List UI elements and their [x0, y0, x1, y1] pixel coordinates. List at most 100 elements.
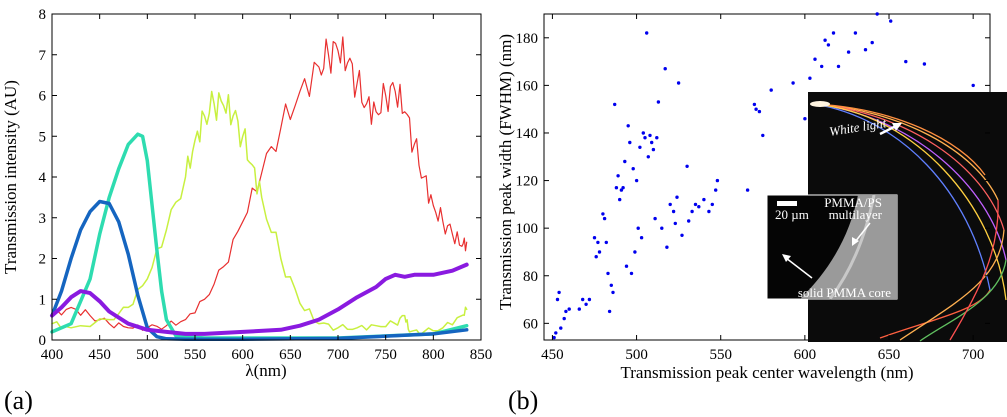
chart-b-scatter-point	[656, 100, 661, 104]
chart-a-series-line-0	[50, 199, 469, 341]
chart-b-scatter-point	[846, 50, 851, 54]
chart-b-scatter-point	[616, 174, 620, 178]
chart-b-scatter-point	[971, 83, 975, 88]
chart-b-scatter-point	[687, 219, 691, 223]
chart-a-ytick-label: 2	[39, 252, 47, 268]
chart-b-scatter-point	[641, 131, 645, 135]
inset-sem-layer	[828, 194, 876, 300]
chart-b-points-group	[552, 12, 979, 340]
chart-a: 400 450 500 550 600 650 700 750 800 850012345678 …	[1, 7, 492, 415]
chart-b-ticks: 450 500 550 600 650 700 60 80 100 120 140 160 180	[516, 14, 990, 363]
chart-b-scatter-point	[761, 133, 765, 138]
chart-b-scatter-point	[680, 233, 684, 237]
chart-b-xtick-label: 450	[541, 347, 564, 363]
chart-b-scatter-point	[636, 226, 640, 230]
chart-b-scatter-point	[707, 209, 711, 214]
chart-b-ytick-label: 100	[516, 221, 539, 237]
chart-b-ytick-label: 80	[523, 269, 538, 285]
chart-b-scatter-point	[555, 297, 560, 302]
chart-b-scatter-point	[648, 133, 652, 138]
inset-fiber-bundle	[813, 103, 1007, 342]
chart-b-scatter-point	[645, 31, 649, 35]
chart-b-scatter-point	[823, 38, 827, 42]
chart-b-scatter-point	[592, 236, 597, 240]
chart-a-xtick-label: 450	[88, 347, 111, 363]
inset-sem-fiber	[800, 195, 897, 299]
chart-b-ytick-label: 120	[516, 174, 539, 190]
chart-b-scatter-point	[710, 202, 714, 207]
chart-b-scatter-point	[651, 147, 656, 152]
chart-b-scatter-point	[676, 81, 681, 85]
chart-b-scatter-point	[587, 297, 592, 302]
chart-b-scatter-point	[870, 40, 874, 45]
chart-a-xtick-label: 850	[470, 347, 493, 363]
chart-a-ytick-label: 3	[39, 211, 47, 227]
chart-b-scatter-point	[634, 178, 639, 183]
chart-b-scatter-point	[754, 107, 758, 111]
chart-b-scatter-point	[663, 67, 667, 71]
chart-b-scatter-point	[559, 326, 563, 330]
chart-b-scatter-point	[791, 81, 795, 85]
chart-b-scatter-point	[820, 64, 824, 69]
chart-b-scatter-point	[769, 88, 773, 92]
chart-b-scatter-point	[803, 117, 807, 121]
core-arrowhead-icon	[782, 254, 791, 262]
chart-b-scatter-point	[552, 335, 556, 340]
chart-b-scatter-point	[808, 76, 812, 80]
chart-b-scatter-point	[628, 140, 632, 145]
chart-a-series-line-4	[50, 262, 469, 336]
chart-a-ytick-label: 7	[39, 48, 47, 64]
chart-a-xtick-label: 500	[136, 347, 159, 363]
multilayer-arrow-icon	[854, 222, 871, 243]
chart-b-scatter-point	[623, 159, 627, 164]
chart-b-xlabel: Transmission peak center wavelength (nm)	[620, 363, 913, 382]
chart-b-scatter-point	[697, 205, 701, 209]
chart-b-scatter-point	[596, 240, 600, 245]
chart-b-scatter-point	[639, 236, 644, 240]
chart-b-scatter-point	[602, 216, 607, 221]
inset-sem: 20 µm PMMA/PS multilayer solid PMMA core	[766, 194, 898, 300]
chart-b-scatter-point	[831, 31, 836, 35]
chart-b-scatter-point	[853, 31, 858, 35]
inset-light-source	[810, 101, 830, 107]
chart-b-scatter-point	[633, 250, 637, 254]
chart-a-xtick-label: 750	[374, 347, 397, 363]
chart-b-scatter-point	[675, 195, 679, 199]
chart-b-scatter-point	[581, 297, 585, 302]
chart-b-scatter-point	[638, 145, 642, 149]
chart-b-scatter-point	[702, 197, 706, 202]
panel-b-label: (b)	[508, 386, 538, 415]
chart-b-scatter-point	[562, 316, 566, 321]
chart-b-scatter-point	[624, 264, 629, 268]
chart-b-scatter-point	[826, 43, 831, 47]
chart-b-scatter-point	[643, 136, 647, 140]
chart-b-ytick-label: 140	[516, 126, 539, 142]
core-label: solid PMMA core	[798, 285, 891, 300]
chart-b-scatter-point	[715, 178, 720, 183]
chart-a-xtick-label: 400	[41, 347, 64, 363]
chart-b-scatter-point	[660, 226, 664, 230]
chart-a-series-group	[50, 36, 469, 341]
chart-b-scatter-point	[554, 331, 558, 335]
chart-b-scatter-point	[604, 240, 608, 245]
core-arrow-icon	[785, 257, 813, 279]
chart-b-scatter-point	[611, 290, 615, 295]
arrow-head-icon	[892, 123, 902, 131]
chart-b-scatter-point	[646, 155, 650, 159]
chart-b-scatter-point	[673, 221, 677, 226]
chart-b-scatter-point	[714, 188, 718, 192]
chart-b-scatter-point	[904, 59, 908, 64]
chart-a-ytick-label: 4	[39, 170, 47, 186]
chart-b-scatter-point	[889, 19, 893, 23]
chart-b-scatter-point	[922, 62, 927, 66]
chart-b-scatter-point	[690, 209, 694, 214]
chart-b-xtick-label: 550	[709, 347, 732, 363]
chart-b-scatter-point	[668, 202, 672, 207]
chart-b-scatter-point	[693, 202, 698, 207]
chart-b-scatter-point	[631, 167, 635, 171]
chart-a-ytick-label: 6	[39, 89, 47, 105]
chart-a-ticks: 400 450 500 550 600 650 700 750 800 850 0 1 2 3 4 5 6 7 8	[39, 7, 493, 363]
chart-b-scatter-point	[619, 188, 624, 192]
chart-b-scatter-point	[609, 283, 613, 287]
chart-b-scatter-point	[564, 309, 568, 314]
